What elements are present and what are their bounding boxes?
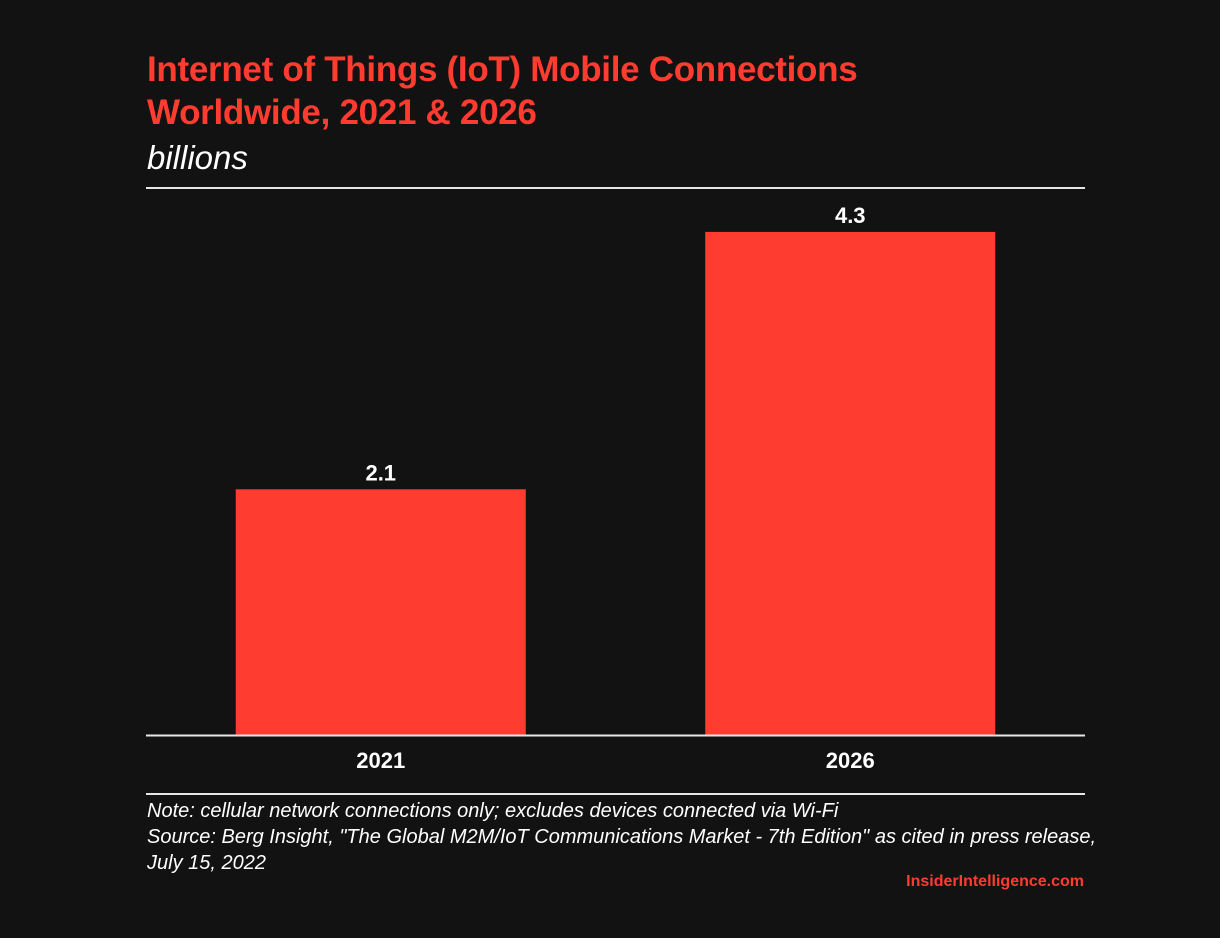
chart-footnote: Note: cellular network connections only;… <box>147 798 1097 876</box>
brand-link[interactable]: InsiderIntelligence.com <box>906 873 1084 890</box>
note-text: Note: cellular network connections only;… <box>147 800 839 822</box>
chart-title-line1: Internet of Things (IoT) Mobile Connecti… <box>147 50 858 89</box>
chart-title-line2: Worldwide, 2021 & 2026 <box>147 93 537 132</box>
data-label-2026: 4.3 <box>835 203 866 228</box>
x-tick-label-2021: 2021 <box>356 748 405 773</box>
source-text: Source: Berg Insight, "The Global M2M/Io… <box>147 826 1097 874</box>
data-label-2021: 2.1 <box>365 460 396 485</box>
x-tick-label-2026: 2026 <box>826 748 875 773</box>
bottom-divider <box>146 793 1085 795</box>
bar-2026 <box>705 231 996 735</box>
chart-subtitle: billions <box>147 139 248 176</box>
bar-2021 <box>235 489 526 735</box>
chart-title: Internet of Things (IoT) Mobile Connecti… <box>147 48 1047 134</box>
top-divider <box>146 187 1085 189</box>
